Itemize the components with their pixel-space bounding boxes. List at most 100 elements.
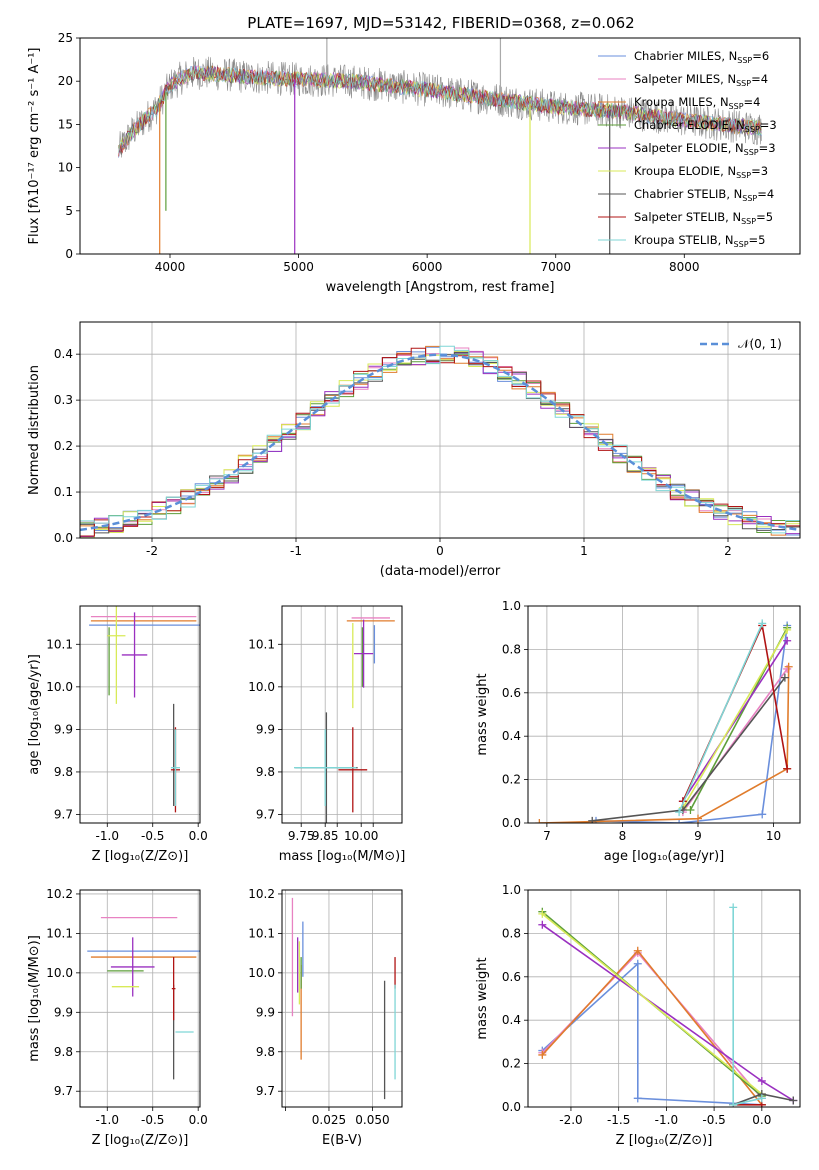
panel-mass-vs-ebv: 0.025 0.050 9.7 9.8 9.9 10.0 10.1 10.2 E(B-V) [248, 887, 403, 1148]
y-tick-label: 0.2 [502, 1057, 521, 1071]
y-tick-label: 0.2 [54, 439, 73, 453]
mass-weight-line-2 [539, 666, 790, 823]
mass-weight-marker [783, 625, 792, 634]
mass-weight-line-0 [595, 625, 788, 823]
y-tick-label: 0.8 [502, 642, 521, 656]
mass-weight-marker [784, 662, 793, 671]
figure-title: PLATE=1697, MJD=53142, FIBERID=0368, z=0… [247, 14, 634, 32]
y-tick-label: 0.4 [502, 729, 521, 743]
mass-weight-marker [757, 1094, 766, 1103]
x-axis-label: E(B-V) [322, 1133, 362, 1148]
y-axis-label: age [log₁₀(age/yr)] [27, 654, 42, 775]
y-tick-label: 0.0 [502, 1100, 521, 1114]
y-tick-label: 10.2 [248, 887, 275, 901]
mass-weight-marker [633, 959, 642, 968]
mass-weight-marker [675, 819, 684, 823]
mass-weight-marker [633, 946, 642, 955]
mass-weight-marker [758, 810, 767, 819]
y-tick-label: 10.1 [248, 637, 275, 651]
grid-lines [282, 606, 402, 823]
y-tick-label: 9.7 [256, 1084, 275, 1098]
y-tick-label: 9.8 [54, 1045, 73, 1059]
y-axis-label: mass [log₁₀(M/M⊙)] [27, 935, 42, 1062]
y-tick-label: 10.0 [46, 680, 73, 694]
axes-frame [527, 889, 801, 1108]
y-tick-label: 10.0 [46, 966, 73, 980]
y-tick-label: 0.2 [502, 773, 521, 787]
legend: Chabrier MILES, NSSP=6 Salpeter MILES, NS… [598, 49, 777, 249]
mass-weight-marker [675, 808, 684, 817]
y-tick-label: 9.8 [256, 1045, 275, 1059]
y-tick-label: 15 [58, 117, 73, 131]
y-tick-label: 9.9 [256, 722, 275, 736]
mass-weight-marker [758, 619, 767, 628]
y-tick-label: 10.0 [248, 680, 275, 694]
y-tick-label: 1.0 [502, 599, 521, 613]
panel-residuals: -2 -1 0 1 2 0.0 0.1 0.2 0.3 0.4 (data-model)/error… [27, 321, 801, 579]
x-tick-label: 8000 [669, 260, 700, 274]
grid-lines [80, 606, 200, 823]
legend: 𝒩(0, 1) [700, 337, 782, 351]
x-tick-label: -0.5 [141, 829, 164, 843]
axes-frame [281, 605, 403, 824]
x-tick-label: 8 [619, 829, 627, 843]
mass-weight-marker [729, 1100, 738, 1107]
y-tick-label: 9.9 [54, 722, 73, 736]
y-tick-label: 0.4 [54, 347, 73, 361]
mass-weight-marker [789, 1096, 798, 1105]
mass-weight-marker [729, 903, 738, 912]
y-tick-label: 5 [65, 204, 73, 218]
legend-label: Chabrier STELIB, NSSP=4 [634, 187, 774, 203]
plot-area [89, 606, 200, 813]
x-tick-label: 0.0 [189, 1113, 208, 1127]
panel-spectrum: 4000 5000 6000 7000 8000 0 5 10 15 20 25 wavelength… [27, 31, 801, 295]
legend-label: 𝒩(0, 1) [738, 337, 782, 351]
y-axis-label: mass weight [475, 957, 490, 1039]
y-axis-label: Flux [fλ10⁻¹⁷ erg cm⁻² s⁻¹ A⁻¹] [27, 48, 42, 245]
mass-weight-marker [538, 920, 547, 929]
mass-weight-marker [633, 1094, 642, 1103]
plot-area [291, 897, 396, 1100]
model-spectrum-line [118, 65, 762, 157]
mass-weight-line-5 [541, 913, 763, 1095]
plot-area [118, 38, 762, 254]
normal-reference-curve [80, 353, 800, 532]
plot-area [87, 916, 200, 1080]
x-axis-label: (data-model)/error [380, 564, 501, 579]
axes-frame [281, 889, 403, 1108]
y-tick-label: 0.6 [502, 686, 521, 700]
y-tick-label: 9.7 [54, 1084, 73, 1098]
x-tick-label: 6000 [412, 260, 443, 274]
x-axis-label: Z [log₁₀(Z/Z⊙)] [92, 849, 189, 864]
plot-area [538, 903, 798, 1107]
plot-area [294, 617, 395, 823]
mass-weight-marker [538, 1050, 547, 1059]
x-tick-label: 5000 [283, 260, 314, 274]
mass-weight-marker [588, 816, 597, 823]
y-tick-label: 25 [58, 31, 73, 45]
y-tick-label: 9.9 [54, 1005, 73, 1019]
y-tick-label: 1.0 [502, 883, 521, 897]
x-tick-label: 1 [580, 544, 588, 558]
y-tick-label: 10.1 [46, 926, 73, 940]
y-tick-label: 0.0 [54, 531, 73, 545]
mass-weight-line-5 [682, 629, 788, 809]
y-tick-label: 9.9 [256, 1005, 275, 1019]
axes-frame [79, 605, 201, 824]
y-axis-label: mass weight [475, 673, 490, 755]
x-axis-label: Z [log₁₀(Z/Z⊙)] [92, 1133, 189, 1148]
x-tick-label: -1.5 [607, 1113, 630, 1127]
x-tick-label: -1.0 [655, 1113, 678, 1127]
axes-frame [79, 321, 801, 539]
y-tick-label: 0.8 [502, 926, 521, 940]
mass-weight-marker [694, 814, 702, 823]
y-tick-label: 10.1 [46, 637, 73, 651]
x-tick-label: 7 [543, 829, 551, 843]
x-tick-label: -2.0 [559, 1113, 582, 1127]
y-tick-label: 10.0 [248, 966, 275, 980]
x-tick-label: 0 [436, 544, 444, 558]
x-tick-label: 0.0 [189, 829, 208, 843]
y-tick-label: 0.6 [502, 970, 521, 984]
axes-frame [527, 605, 801, 824]
